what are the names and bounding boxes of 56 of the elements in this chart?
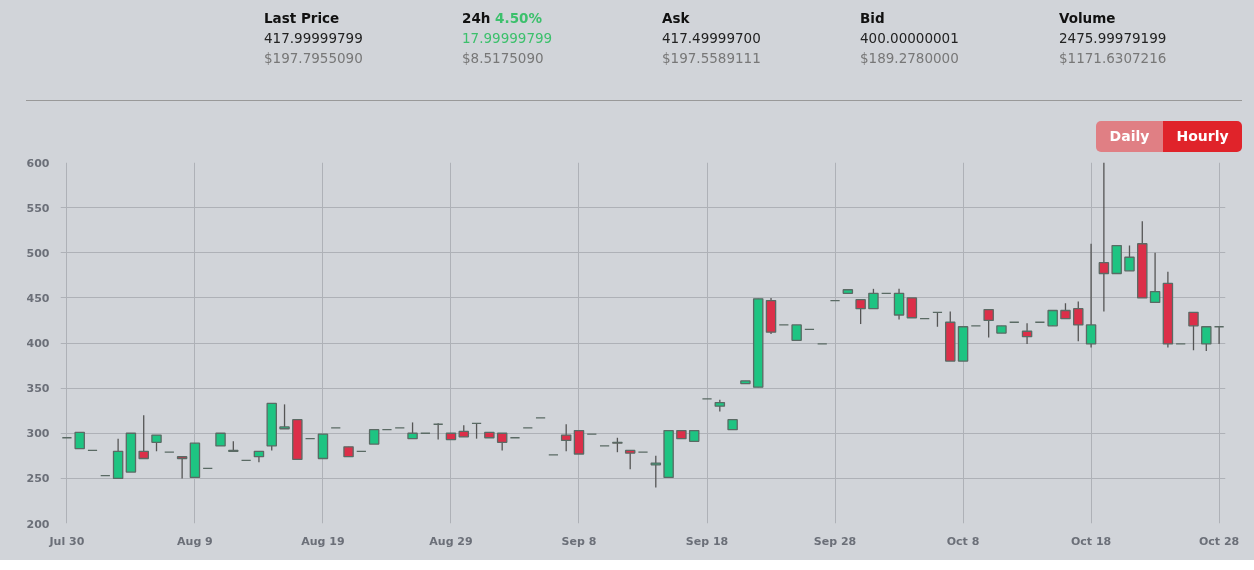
text: 400.00000001 <box>860 29 959 48</box>
candlestick <box>1213 326 1225 345</box>
candlestick <box>624 449 636 470</box>
candlestick <box>893 288 905 321</box>
y-tick-label: 250 <box>26 472 50 486</box>
x-tick-label: Aug 29 <box>429 534 473 548</box>
candlestick <box>176 456 188 480</box>
x-tick-label: Sep 8 <box>561 534 597 548</box>
candlestick <box>1201 326 1212 352</box>
y-tick-label: 350 <box>26 382 50 396</box>
candlestick <box>138 414 149 460</box>
text: 24h 4.50% <box>462 9 543 28</box>
text: Volume <box>1059 9 1117 28</box>
text: $197.7955090 <box>264 49 363 68</box>
y-tick-label: 500 <box>26 246 50 260</box>
candlestick <box>573 429 585 455</box>
y-tick-label: 450 <box>26 291 50 305</box>
y-tick-label: 400 <box>26 337 50 350</box>
candlestick <box>906 297 918 319</box>
x-tick-label: Aug 9 <box>177 534 213 548</box>
text: 2475.99979199 <box>1059 29 1167 48</box>
text: Bid <box>860 9 886 28</box>
text: Hourly <box>1163 121 1242 152</box>
text: Last Price <box>264 9 341 28</box>
candlestick <box>1073 300 1084 342</box>
x-tick-label: Oct 8 <box>946 534 980 548</box>
candlestick <box>1124 244 1135 272</box>
x-tick-label: Sep 28 <box>813 534 857 548</box>
candlestick <box>650 455 662 489</box>
x-tick-label: Oct 18 <box>1070 534 1112 548</box>
candlestick <box>1149 252 1161 304</box>
candlestick <box>868 288 879 310</box>
y-tick-label: 300 <box>26 427 50 441</box>
text: 417.49999700 <box>662 29 761 48</box>
text: $1171.6307216 <box>1059 49 1167 68</box>
x-tick-label: Jul 30 <box>48 534 85 548</box>
text: 417.99999799 <box>264 29 363 48</box>
text: Daily <box>1096 121 1163 152</box>
candlestick <box>983 308 994 339</box>
x-tick-label: Oct 28 <box>1198 534 1240 548</box>
y-tick-label: 600 <box>26 156 50 170</box>
text: $189.2780000 <box>860 49 959 68</box>
candlestick <box>1188 311 1199 351</box>
candlestick <box>279 403 290 430</box>
x-tick-label: Aug 19 <box>301 534 345 548</box>
text: 17.99999799 <box>462 29 553 48</box>
candlestick <box>560 423 572 452</box>
x-tick-label: Sep 18 <box>685 534 729 548</box>
y-tick-label: 200 <box>26 517 50 531</box>
text: Ask <box>662 9 691 28</box>
text: $8.5175090 <box>462 49 545 68</box>
text: $197.5589111 <box>662 49 761 68</box>
candlestick <box>1098 162 1110 313</box>
candlestick <box>855 299 866 325</box>
candlestick <box>1085 243 1097 349</box>
y-tick-label: 550 <box>26 201 50 215</box>
